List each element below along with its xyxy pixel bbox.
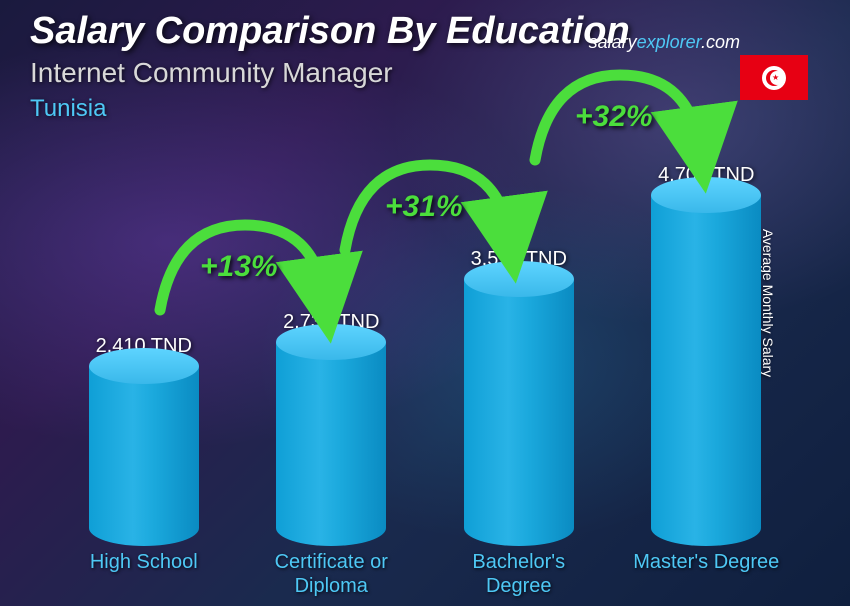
flag-tunisia: ★ (740, 55, 808, 100)
category-label: Certificate or Diploma (251, 550, 411, 598)
brand-part1: salary (589, 32, 637, 52)
category-label: Master's Degree (626, 550, 786, 598)
bar-body (651, 195, 761, 546)
pct-increase-label: +32% (575, 100, 653, 134)
flag-star-icon: ★ (772, 73, 779, 82)
brand-part2: explorer (637, 32, 701, 52)
bar-body (464, 279, 574, 546)
bar-3d (651, 195, 761, 546)
bar-group: 2,410 TND (64, 335, 224, 546)
brand-watermark: salaryexplorer.com (589, 32, 740, 53)
category-labels-row: High School Certificate or Diploma Bachelo… (50, 550, 800, 598)
bar-3d (276, 342, 386, 546)
bar-body (89, 366, 199, 546)
brand-part3: .com (701, 32, 740, 52)
bar-top-ellipse (89, 348, 199, 384)
bar-group: 4,700 TND (626, 164, 786, 546)
pct-increase-label: +13% (200, 250, 278, 284)
bar-group: 2,730 TND (251, 311, 411, 546)
category-label: Bachelor's Degree (439, 550, 599, 598)
bar-group: 3,570 TND (439, 248, 599, 546)
bar-body (276, 342, 386, 546)
flag-circle: ★ (762, 66, 786, 90)
bar-3d (89, 366, 199, 546)
bar-3d (464, 279, 574, 546)
category-label: High School (64, 550, 224, 598)
pct-increase-label: +31% (385, 190, 463, 224)
